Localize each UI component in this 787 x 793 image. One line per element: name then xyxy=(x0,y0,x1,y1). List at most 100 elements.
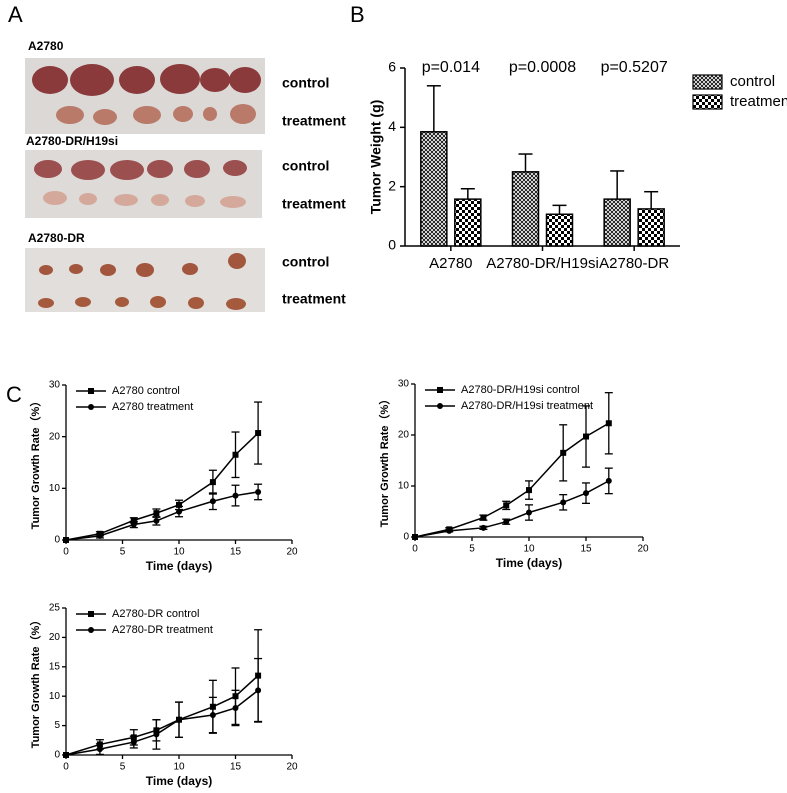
series-line xyxy=(414,480,610,538)
photo xyxy=(25,248,265,312)
error-bar xyxy=(460,187,475,200)
x-tick-label: A2780 xyxy=(429,255,472,272)
point xyxy=(583,490,589,497)
y-tick-label: 10 xyxy=(49,691,61,702)
bar xyxy=(420,131,448,247)
p-value: p=0.0008 xyxy=(509,59,576,76)
bar xyxy=(637,208,665,247)
point xyxy=(605,477,612,484)
x-tick-label: 20 xyxy=(286,547,298,558)
photo-row-label: treatment xyxy=(282,291,346,307)
point xyxy=(560,499,567,506)
point xyxy=(503,502,510,509)
y-axis-label: Tumor Weight (g) xyxy=(368,100,384,215)
legend-label: A2780 control xyxy=(112,385,180,397)
x-axis-label: Time (days) xyxy=(146,774,212,788)
point xyxy=(583,433,589,440)
point xyxy=(176,508,182,515)
point xyxy=(96,746,103,753)
error-bar xyxy=(552,204,567,215)
y-tick-label: 0 xyxy=(54,535,60,546)
tumors xyxy=(32,64,261,96)
bar xyxy=(511,171,540,247)
point xyxy=(446,527,453,534)
point xyxy=(526,509,532,516)
panel-label: A xyxy=(8,2,23,27)
point xyxy=(153,510,160,517)
legend-label: A2780-DR/H19si treatment xyxy=(461,400,593,412)
x-tick-label: 20 xyxy=(286,762,298,773)
y-tick-label: 0 xyxy=(403,532,409,543)
x-tick-label: 15 xyxy=(230,547,242,558)
point xyxy=(176,716,182,723)
tumors xyxy=(43,191,246,208)
y-tick-label: 6 xyxy=(388,59,396,75)
series-line xyxy=(65,675,259,756)
point xyxy=(153,731,160,738)
point xyxy=(503,518,510,525)
point xyxy=(232,704,239,711)
tumors xyxy=(38,296,246,310)
panel-label: C xyxy=(6,382,22,407)
point xyxy=(96,532,103,539)
x-tick-label: 10 xyxy=(523,544,535,555)
point xyxy=(255,430,262,437)
y-tick-label: 0 xyxy=(388,237,396,253)
x-tick-label: 5 xyxy=(469,544,475,555)
x-tick-label: A2780-DR/H19si xyxy=(486,255,599,272)
x-tick-label: 5 xyxy=(120,762,126,773)
p-value: p=0.014 xyxy=(422,59,480,76)
y-tick-label: 2 xyxy=(388,177,396,193)
point xyxy=(153,517,160,524)
y-axis-label: Tumor Growth Rate（%） xyxy=(29,396,42,530)
tumors xyxy=(34,160,247,180)
error-bar xyxy=(610,170,625,200)
x-tick-label: A2780-DR xyxy=(599,255,669,272)
y-tick-label: 4 xyxy=(388,118,396,134)
point xyxy=(480,524,487,531)
x-tick-label: 5 xyxy=(120,547,126,558)
point xyxy=(130,517,137,524)
photo-title: A2780-DR xyxy=(28,231,85,245)
error-bar xyxy=(518,153,533,172)
photo-row-label: treatment xyxy=(282,196,346,212)
y-tick-label: 10 xyxy=(398,481,410,492)
photo-row-label: control xyxy=(282,254,329,270)
y-tick-label: 20 xyxy=(49,632,61,643)
point xyxy=(63,752,69,758)
y-tick-label: 30 xyxy=(49,380,61,391)
legend-marker xyxy=(437,387,443,393)
point xyxy=(130,521,137,528)
y-tick-label: 20 xyxy=(398,430,410,441)
point xyxy=(255,687,262,694)
x-axis-label: Time (days) xyxy=(496,556,562,570)
x-tick-label: 0 xyxy=(63,547,69,558)
y-tick-label: 10 xyxy=(49,483,61,494)
y-tick-label: 25 xyxy=(49,603,61,614)
legend-marker xyxy=(88,627,94,633)
photo-title: A2780-DR/H19si xyxy=(26,134,118,148)
point xyxy=(605,420,612,427)
point xyxy=(209,479,216,486)
error-bar xyxy=(426,85,441,132)
point xyxy=(209,498,216,505)
photo-row-label: treatment xyxy=(282,113,346,129)
legend-label: A2780-DR treatment xyxy=(112,624,213,636)
series-line xyxy=(65,432,259,541)
legend-label: control xyxy=(730,73,775,90)
legend-swatch xyxy=(692,94,723,110)
point xyxy=(255,488,262,495)
bar xyxy=(545,213,574,247)
legend-marker xyxy=(88,388,94,394)
x-tick-label: 0 xyxy=(412,544,418,555)
point xyxy=(63,537,69,543)
y-tick-label: 30 xyxy=(398,379,410,390)
point xyxy=(176,501,182,508)
x-tick-label: 10 xyxy=(173,547,185,558)
x-tick-label: 15 xyxy=(230,762,242,773)
legend-marker xyxy=(88,611,94,617)
point xyxy=(480,514,487,521)
series-line xyxy=(65,491,259,541)
legend-swatch xyxy=(692,74,723,90)
y-axis-label: Tumor Growth Rate（%） xyxy=(29,615,42,749)
